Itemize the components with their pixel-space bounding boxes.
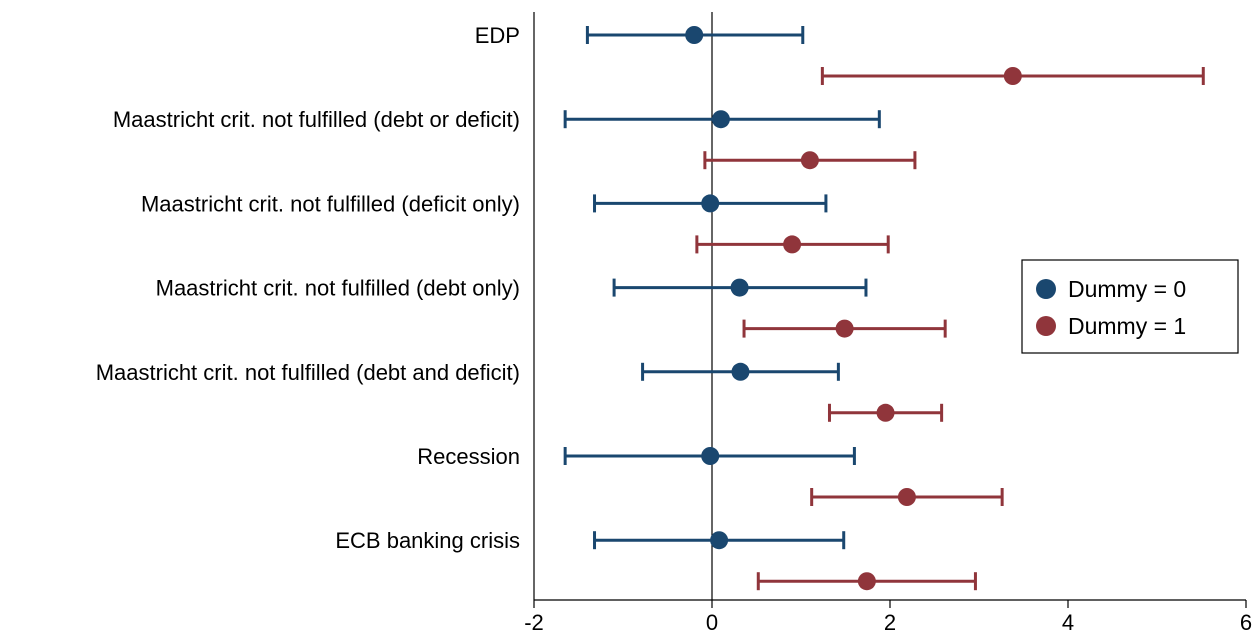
ci-group — [563, 110, 881, 129]
category-label: Maastricht crit. not fulfilled (debt onl… — [156, 276, 520, 301]
point-estimate — [701, 194, 720, 213]
point-estimate — [835, 319, 854, 338]
category-labels: EDP Maastricht crit. not fulfilled (debt … — [96, 23, 520, 553]
ci-group — [827, 403, 944, 422]
ci-group — [810, 488, 1004, 506]
x-tick-label: 4 — [1062, 610, 1074, 635]
ci-group — [703, 151, 917, 170]
point-estimate — [857, 572, 876, 591]
legend-marker-dummy-1 — [1036, 316, 1056, 336]
category-label: Maastricht crit. not fulfilled (deficit … — [141, 191, 520, 216]
category-label: Maastricht crit. not fulfilled (debt or … — [113, 107, 520, 132]
legend-label-dummy-0: Dummy = 0 — [1068, 276, 1186, 302]
point-estimate — [730, 278, 749, 297]
point-estimate — [876, 403, 895, 422]
ci-group — [695, 235, 890, 254]
point-estimate — [711, 110, 730, 129]
ci-group — [585, 26, 805, 44]
category-label: ECB banking crisis — [335, 528, 520, 553]
point-estimate — [701, 447, 720, 465]
point-estimate — [897, 488, 916, 506]
point-estimate — [783, 235, 802, 254]
legend: Dummy = 0 Dummy = 1 — [1021, 259, 1239, 354]
x-tick-label: -2 — [524, 610, 544, 635]
x-tick-label: 6 — [1240, 610, 1252, 635]
point-estimate — [731, 362, 750, 381]
legend-label-dummy-1: Dummy = 1 — [1068, 313, 1186, 339]
legend-box — [1021, 259, 1239, 354]
ci-group — [641, 362, 840, 381]
category-label: Maastricht crit. not fulfilled (debt and… — [96, 360, 520, 385]
x-tick-label: 2 — [884, 610, 896, 635]
ci-group — [756, 572, 977, 591]
ci-group — [563, 447, 856, 465]
ci-group — [820, 67, 1205, 85]
category-label: Recession — [417, 444, 520, 469]
ci-group — [593, 194, 828, 213]
point-estimate — [710, 531, 729, 550]
ci-group — [593, 531, 846, 550]
ci-group — [612, 278, 868, 297]
x-tick-label: 0 — [706, 610, 718, 635]
point-estimate — [685, 26, 704, 44]
chart-marks — [563, 26, 1205, 591]
point-estimate — [1003, 67, 1022, 85]
category-label: EDP — [475, 23, 520, 48]
legend-marker-dummy-0 — [1036, 279, 1056, 299]
point-estimate — [800, 151, 819, 170]
x-axis-ticks: -2 0 2 4 6 — [524, 600, 1252, 635]
ci-group — [742, 319, 947, 338]
